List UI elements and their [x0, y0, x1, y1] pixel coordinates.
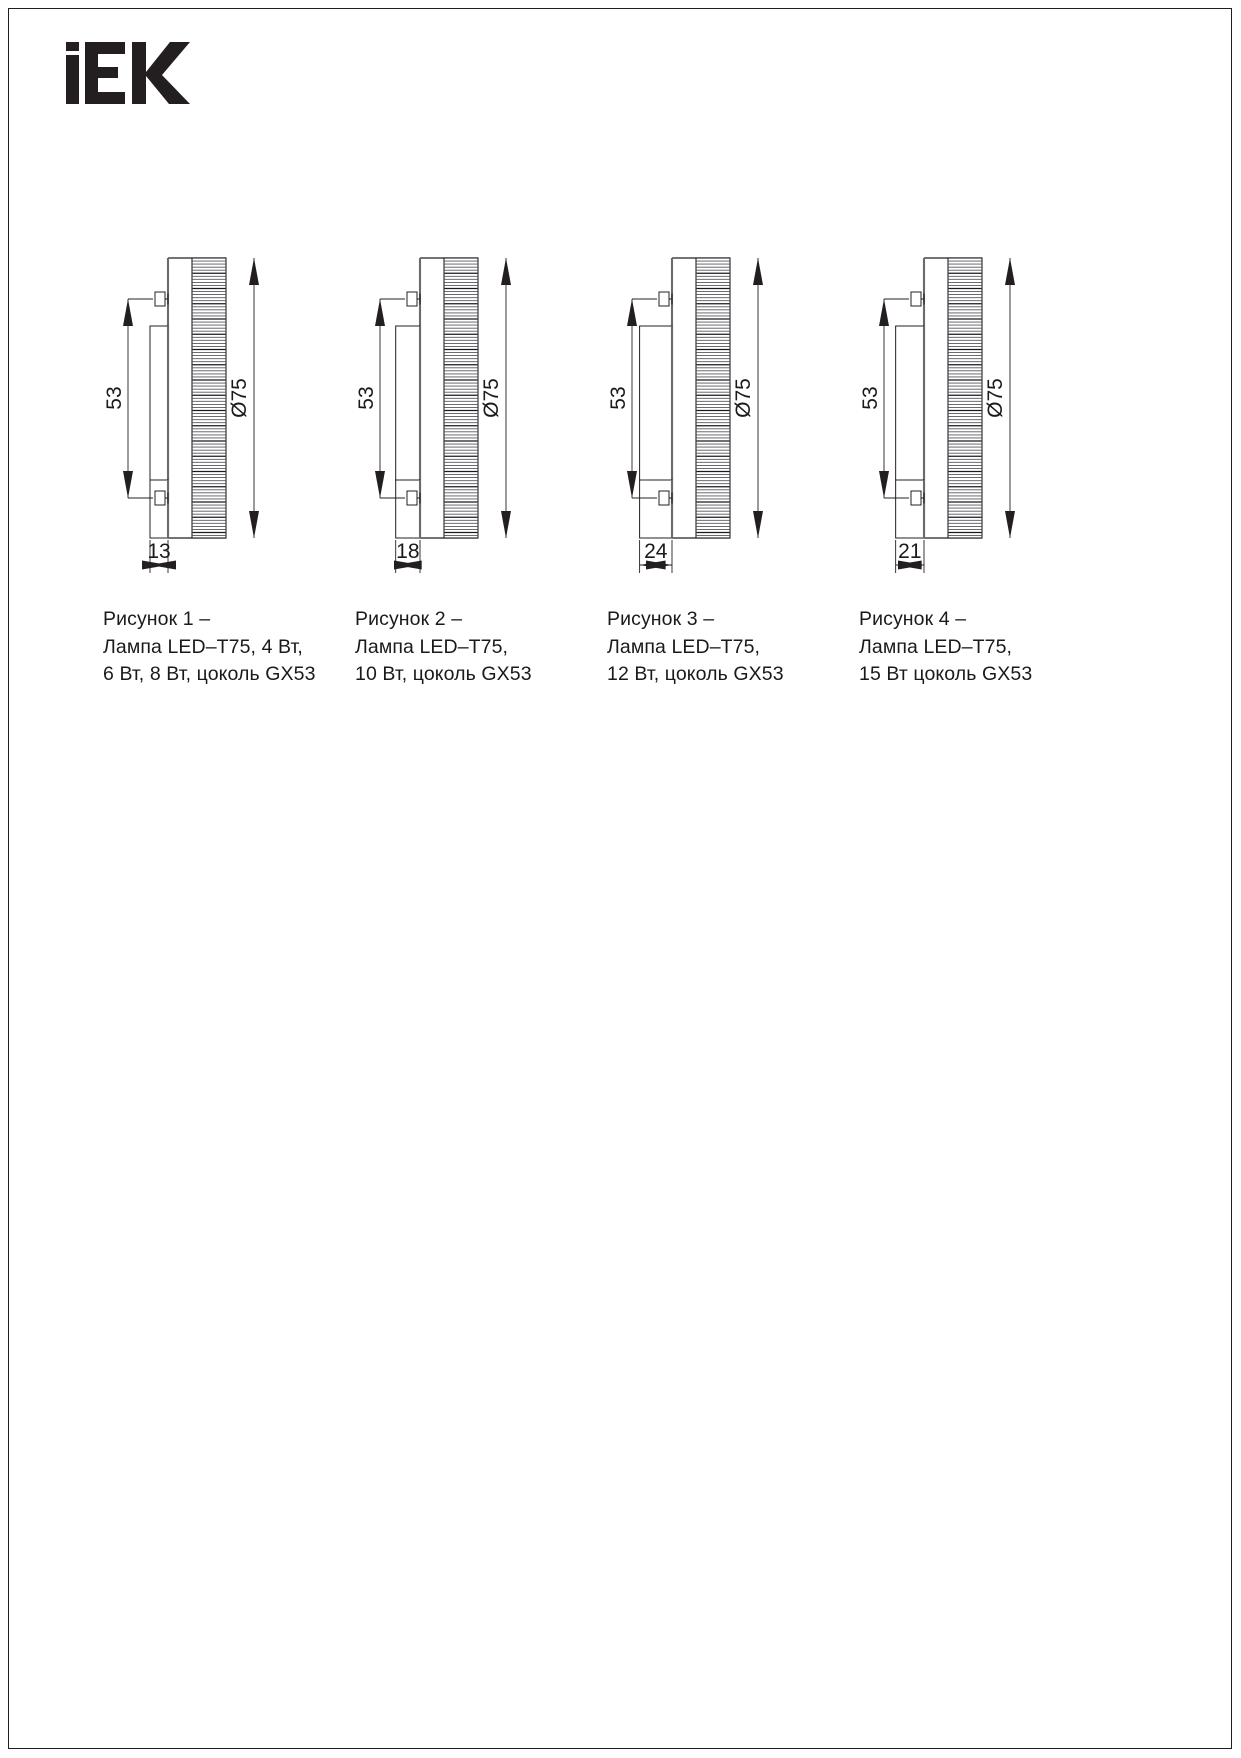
figure-2: 53 Ø75 18 Рисунок 2 – Лампа LED–Т75, 10 Вт,… [348, 248, 598, 768]
figure-4-drawing: 53 Ø75 21 [859, 257, 1015, 573]
dimension-width: 24 [644, 540, 668, 563]
dimension-diameter-75: Ø75 [732, 378, 755, 418]
iek-logo [66, 42, 190, 104]
gx53-pin [406, 490, 421, 506]
dimension-width: 18 [396, 540, 419, 563]
gx53-pin [910, 291, 925, 307]
figure-3: 53 Ø75 24 Рисунок 3 – Лампа LED–Т75, 12 Вт,… [600, 248, 850, 768]
gx53-pin [910, 490, 925, 506]
gx53-pin [154, 490, 169, 506]
knurled-disc [443, 257, 479, 539]
dimension-height-53: 53 [607, 386, 630, 409]
figure-3-drawing: 53 Ø75 24 [607, 257, 763, 573]
figure-2-drawing: 53 Ø75 18 [355, 257, 511, 573]
figure-1: 53 Ø75 13 Рисунок 1 – Лампа LED–Т75, 4 Вт, … [96, 248, 346, 768]
figure-3-caption: Рисунок 3 – Лампа LED–Т75, 12 Вт, цоколь… [607, 608, 784, 685]
gx53-pin [658, 490, 673, 506]
figure-4-caption: Рисунок 4 – Лампа LED–Т75, 15 Вт цоколь … [859, 608, 1033, 685]
dimension-width: 21 [898, 540, 921, 563]
dimension-diameter-75: Ø75 [228, 378, 251, 418]
gx53-pin [406, 291, 421, 307]
dimension-height-53: 53 [103, 386, 126, 409]
figure-2-caption: Рисунок 2 – Лампа LED–Т75, 10 Вт, цоколь… [355, 608, 532, 685]
dimension-diameter-75: Ø75 [984, 378, 1007, 418]
figure-1-drawing: 53 Ø75 13 [103, 257, 259, 573]
figure-4: 53 Ø75 21 Рисунок 4 – Лампа LED–Т75, 15 Вт … [852, 248, 1102, 768]
figure-1-caption: Рисунок 1 – Лампа LED–Т75, 4 Вт, 6 Вт, 8… [103, 608, 316, 685]
knurled-disc [191, 257, 227, 539]
gx53-pin [658, 291, 673, 307]
gx53-pin [154, 291, 169, 307]
knurled-disc [695, 257, 731, 539]
dimension-width: 13 [147, 540, 170, 563]
knurled-disc [947, 257, 983, 539]
dimension-height-53: 53 [355, 386, 378, 409]
dimension-diameter-75: Ø75 [480, 378, 503, 418]
dimension-height-53: 53 [859, 386, 882, 409]
